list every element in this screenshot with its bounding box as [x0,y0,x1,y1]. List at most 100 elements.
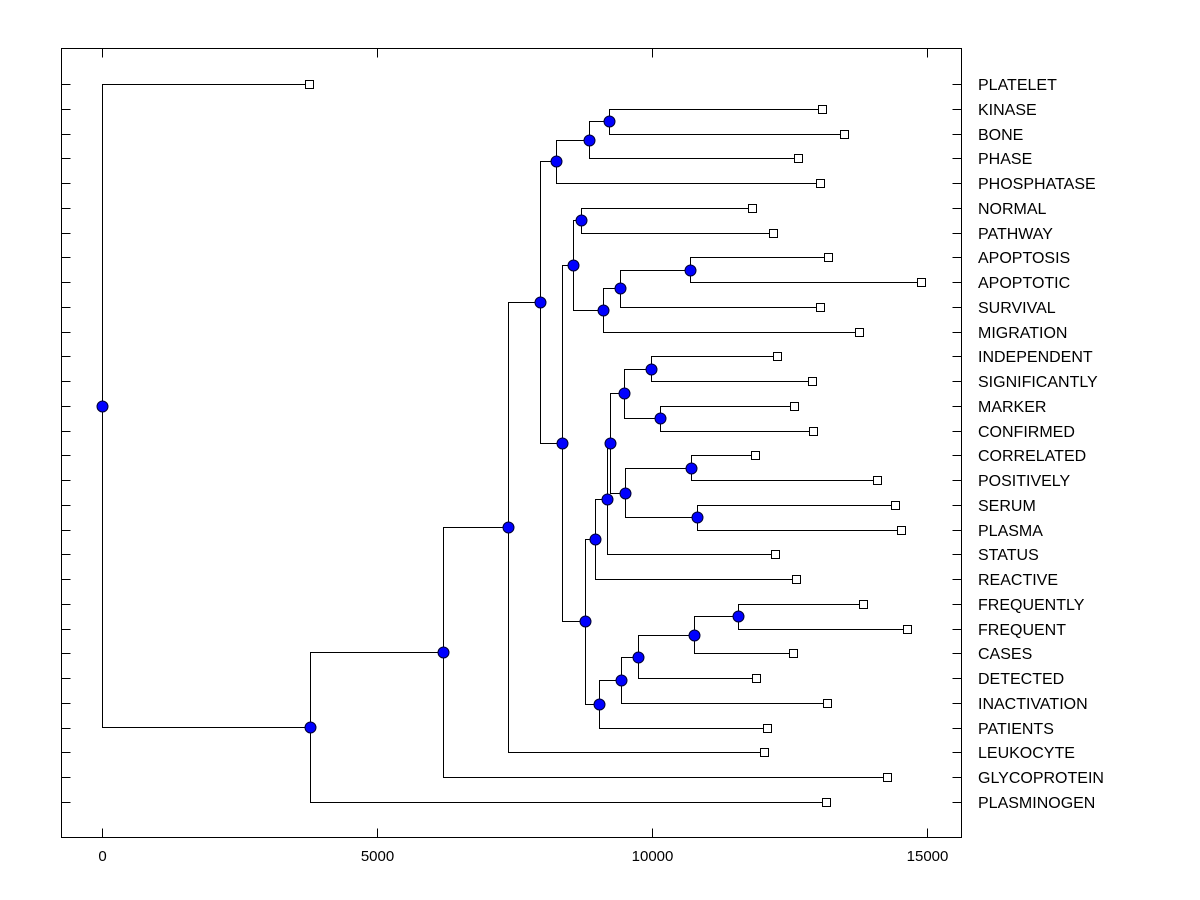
dendrogram-link [638,635,757,679]
leaf-label: BONE [978,127,1023,144]
merge-node [614,282,627,295]
x-tick-label: 0 [98,848,106,865]
merge-node [437,646,450,659]
merge-node [593,698,606,711]
leaf-label: GLYCOPROTEIN [978,770,1104,787]
leaf-marker [773,352,782,361]
leaf-marker [816,303,825,312]
dendrogram-link [620,270,821,308]
leaf-label: PLASMINOGEN [978,795,1095,812]
leaf-label: KINASE [978,102,1037,119]
leaf-marker [790,402,799,411]
merge-node [654,412,667,425]
merge-node [619,487,632,500]
leaf-labels: PLATELET KINASE BONE PHASE PHOSPHATASE NORMAL… [978,77,1104,812]
dendrogram-link [310,652,827,803]
merge-node [684,264,697,277]
dendrogram-link [599,680,768,729]
leaf-marker [823,699,832,708]
leaf-marker [873,476,882,485]
leaf-marker [789,649,798,658]
merge-node [575,214,588,227]
leaf-marker [769,229,778,238]
leaf-label: SIGNIFICANTLY [978,374,1098,391]
leaf-label: CASES [978,646,1032,663]
dendrogram-link [609,109,845,135]
leaf-marker [917,278,926,287]
merge-node [685,462,698,475]
leaf-marker [809,427,818,436]
merge-node [645,363,658,376]
x-tick-label: 15000 [907,848,949,865]
leaf-label: LEUKOCYTE [978,745,1075,762]
leaf-marker [794,154,803,163]
dendrogram-link [690,257,922,283]
dendrogram-link [651,356,813,382]
leaf-label: SERUM [978,498,1036,515]
leaf-marker [752,674,761,683]
dendrogram-link [589,121,799,159]
merge-node [601,493,614,506]
leaf-marker [897,526,906,535]
dendrogram-link [697,505,902,531]
leaf-marker [760,748,769,757]
leaf-marker [840,130,849,139]
plot-area-frame [61,48,962,838]
leaf-label: POSITIVELY [978,473,1071,490]
leaf-marker [859,600,868,609]
leaf-marker [903,625,912,634]
x-tick-label: 10000 [632,848,674,865]
merge-node [534,296,547,309]
leaf-marker [763,724,772,733]
merge-node [589,533,602,546]
leaf-label: MARKER [978,399,1046,416]
leaf-marker [818,105,827,114]
leaf-marker [883,773,892,782]
merge-node [604,437,617,450]
leaf-marker [792,575,801,584]
leaf-label: CONFIRMED [978,424,1075,441]
leaf-marker [751,451,760,460]
dendrogram-link [621,657,828,704]
x-axis: 0 5000 10000 15000 [98,48,949,865]
merge-node [583,134,596,147]
leaf-marker [816,179,825,188]
leaf-label: PHASE [978,151,1032,168]
dendrogram-links [102,84,922,803]
leaf-label: PHOSPHATASE [978,176,1096,193]
merge-node [96,400,109,413]
leaf-marker [824,253,833,262]
leaf-label: NORMAL [978,201,1047,218]
leaf-label: MIGRATION [978,325,1067,342]
leaf-label: APOPTOTIC [978,275,1070,292]
merge-node [732,610,745,623]
leaf-label: PATIENTS [978,721,1054,738]
dendrogram-link [581,208,774,234]
dendrogram-link [556,140,821,184]
leaf-label: CORRELATED [978,448,1086,465]
leaf-label: SURVIVAL [978,300,1056,317]
merge-node [502,521,515,534]
y-axis-ticks [61,84,962,803]
leaf-marker [305,80,314,89]
merge-node [567,259,580,272]
merge-node [304,721,317,734]
leaf-label: PLASMA [978,523,1043,540]
leaf-label: INACTIVATION [978,696,1088,713]
leaf-label: FREQUENTLY [978,597,1085,614]
dendrogram-link [625,468,698,518]
leaf-label: APOPTOSIS [978,250,1070,267]
node-markers [96,115,745,734]
merge-node [556,437,569,450]
leaf-marker [771,550,780,559]
leaf-label: PLATELET [978,77,1057,94]
merge-node [615,674,628,687]
merge-node [597,304,610,317]
dendrogram-link [102,84,311,728]
leaf-label: INDEPENDENT [978,349,1093,366]
merge-node [618,387,631,400]
dendrogram-link [738,604,908,630]
leaf-label: REACTIVE [978,572,1058,589]
leaf-marker [855,328,864,337]
